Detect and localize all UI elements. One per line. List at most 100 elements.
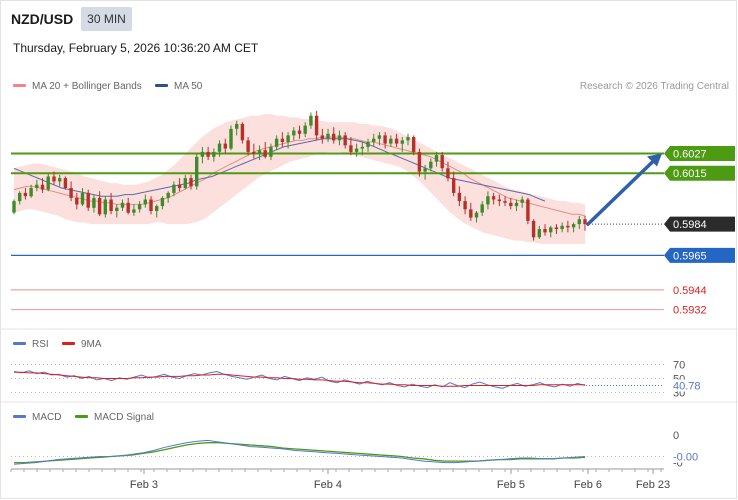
candle-body [229, 128, 233, 149]
price-label: 0.5932 [673, 305, 707, 317]
candle-body [137, 204, 142, 210]
candle-body [571, 224, 576, 228]
candle-body [509, 202, 513, 207]
ma20-swatch [13, 83, 26, 87]
candle-body [543, 229, 547, 233]
candle-body [132, 209, 136, 213]
legend-rsi-ma-label: 9MA [81, 339, 102, 350]
candle-body [412, 137, 416, 152]
rsi-ma-line [14, 371, 585, 387]
candle-body [58, 178, 62, 182]
candle-body [497, 199, 501, 202]
candle-body [394, 138, 399, 144]
legend-ma20: MA 20 + Bollinger Bands [13, 81, 142, 92]
macd-tick-label: -0 [673, 458, 683, 470]
candle-body [429, 161, 433, 169]
candle-body [354, 148, 359, 152]
candle-body [200, 151, 205, 157]
candle-body [252, 151, 256, 154]
candle-body [474, 212, 479, 218]
rsi-swatch [13, 341, 26, 345]
candle-body [406, 137, 410, 141]
candle-body [75, 197, 79, 205]
candle-body [366, 142, 370, 147]
price-label: 0.5965 [673, 250, 707, 262]
candle-body [18, 192, 22, 202]
candle-body [223, 143, 227, 149]
candle-body [23, 192, 28, 197]
legend-rsi: RSI [13, 339, 49, 350]
price-label: 0.5984 [673, 219, 707, 231]
chart-header: NZD/USD 30 MIN Thursday, February 5, 202… [0, 0, 738, 66]
candle-body [326, 133, 330, 139]
candle-body [35, 184, 39, 188]
candle-body [320, 135, 324, 139]
candle-body [166, 192, 170, 198]
candle-body [12, 201, 16, 213]
rsi-ma-swatch [62, 341, 75, 345]
candle-body [69, 188, 73, 198]
candle-body [343, 135, 347, 146]
macd-value-label: -0.00 [673, 452, 698, 464]
candle-body [377, 135, 382, 139]
candle-body [149, 199, 153, 211]
candle-body [80, 192, 85, 205]
legend-ma50: MA 50 [155, 81, 202, 92]
candle-body [280, 138, 285, 142]
candle-body [240, 123, 245, 141]
candle-body [195, 156, 199, 187]
timeframe-button[interactable]: 30 MIN [81, 7, 132, 31]
candle-body [372, 138, 376, 142]
candle-body [286, 135, 290, 142]
candle-body [115, 207, 119, 211]
candle-body [486, 196, 490, 205]
candle-body [63, 178, 68, 188]
candle-body [549, 227, 553, 233]
candle-body [503, 201, 507, 203]
candle-body [86, 192, 90, 208]
candle-body [446, 168, 450, 179]
ma50-swatch [155, 83, 168, 87]
legend-macd: MACD [13, 412, 61, 423]
candle-body [349, 145, 353, 152]
candle-body [583, 219, 587, 225]
time-axis-label: Feb 3 [130, 479, 158, 491]
legend-macd-signal: MACD Signal [75, 412, 154, 423]
candle-body [566, 225, 570, 228]
candle-body [183, 178, 187, 188]
rsi-value-backdrop [670, 379, 704, 392]
candle-body [263, 150, 267, 157]
candle-body [440, 155, 444, 169]
candle-body [423, 168, 427, 172]
time-axis-label: Feb 4 [314, 479, 342, 491]
candle-body [120, 202, 125, 208]
candle-body [537, 229, 541, 238]
candle-body [246, 140, 250, 152]
projection-arrowhead [647, 153, 662, 167]
ma50-line [13, 138, 546, 202]
candle-body [97, 197, 102, 215]
candle-body [560, 225, 564, 230]
candle-body [206, 151, 210, 157]
price-label-box [664, 165, 735, 181]
macd-value-backdrop [670, 450, 702, 463]
candle-body [92, 197, 96, 208]
candle-body [480, 204, 484, 213]
candle-body [531, 220, 536, 238]
macd-line [13, 439, 586, 465]
candle-body [554, 227, 559, 229]
candle-body [257, 150, 262, 154]
candle-body [526, 199, 530, 221]
legend-macd-signal-label: MACD Signal [94, 412, 155, 423]
candle-body [109, 199, 113, 211]
time-axis-label: Feb 6 [574, 479, 602, 491]
candle-body [189, 178, 193, 187]
candle-body [434, 155, 439, 162]
legend-ma50-label: MA 50 [174, 81, 203, 92]
candle-body [309, 115, 313, 126]
candle-body [217, 143, 222, 152]
candle-body [383, 135, 387, 144]
candle-body [314, 115, 319, 136]
